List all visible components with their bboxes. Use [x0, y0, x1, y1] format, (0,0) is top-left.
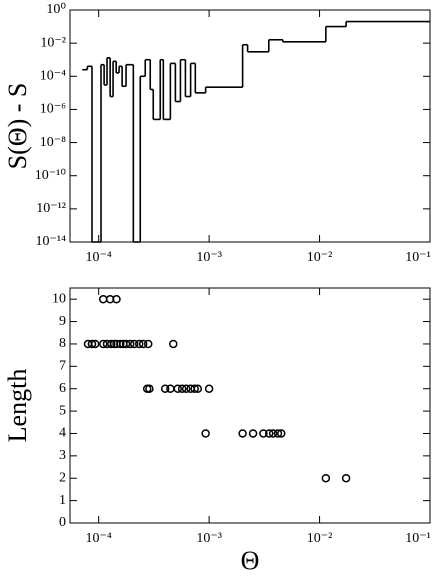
x-tick-label: 10⁻³: [196, 531, 222, 546]
x-tick-label: 10⁻¹: [405, 531, 431, 546]
x-tick-label: 10⁻²: [307, 250, 333, 265]
y-tick-label: 10⁻¹⁴: [36, 234, 67, 249]
point: [248, 429, 258, 438]
y-tick-label: 10⁻⁸: [40, 135, 66, 150]
point: [204, 384, 214, 393]
point: [193, 384, 203, 393]
x-tick-label: 10⁻²: [307, 531, 333, 546]
y-tick-label: 10⁻⁶: [40, 102, 66, 117]
point: [169, 339, 178, 349]
point: [173, 384, 183, 393]
point: [190, 384, 199, 393]
y-tick-label: 5: [59, 403, 66, 418]
point: [160, 384, 170, 393]
point: [138, 339, 148, 349]
y-tick-label: 4: [59, 426, 66, 441]
y-tick-label: 10⁻⁴: [40, 69, 66, 84]
y-tick-label: 2: [59, 470, 66, 485]
x-axis-label: Θ: [241, 546, 260, 575]
x-tick-label: 10⁻⁴: [86, 250, 112, 265]
point: [116, 339, 125, 349]
y-tick-label: 8: [59, 336, 66, 351]
point: [341, 473, 351, 483]
point: [134, 339, 144, 349]
x-tick-label: 10⁻³: [196, 250, 222, 265]
y-tick-label: 10: [52, 291, 66, 306]
point: [321, 473, 331, 483]
y-tick-label: 10⁻²: [40, 35, 66, 50]
point: [125, 339, 135, 349]
y-tick-label: 7: [59, 359, 66, 374]
y-tick-label: 3: [59, 448, 66, 463]
x-tick-label: 10⁻⁴: [86, 531, 112, 546]
point: [264, 429, 274, 438]
point: [98, 339, 108, 349]
point: [238, 429, 247, 438]
point: [259, 429, 268, 438]
point: [90, 339, 100, 349]
y-tick-label: 10⁻¹²: [36, 201, 66, 216]
y-tick-label: 10⁻¹⁰: [35, 168, 67, 183]
point: [277, 429, 286, 438]
y-tick-label: 9: [59, 314, 66, 329]
point: [177, 384, 187, 393]
y-axis-label: Length: [3, 369, 32, 443]
point: [121, 339, 131, 349]
x-tick-label: 10⁻¹: [405, 250, 431, 265]
point: [273, 429, 283, 438]
point: [181, 384, 191, 393]
plot-frame: [69, 9, 431, 243]
point: [201, 429, 210, 438]
y-tick-label: 1: [59, 493, 66, 508]
plot-frame: [69, 287, 431, 524]
point: [112, 294, 121, 304]
point: [87, 339, 97, 349]
point: [145, 384, 154, 393]
y-tick-label: 6: [59, 381, 66, 396]
point: [143, 339, 153, 349]
point: [130, 339, 139, 349]
y-tick-label: 0: [59, 515, 66, 530]
point: [107, 339, 116, 349]
y-axis-label: S(Θ) - S: [3, 83, 32, 170]
y-tick-label: 10⁰: [46, 2, 66, 17]
point: [268, 429, 278, 438]
